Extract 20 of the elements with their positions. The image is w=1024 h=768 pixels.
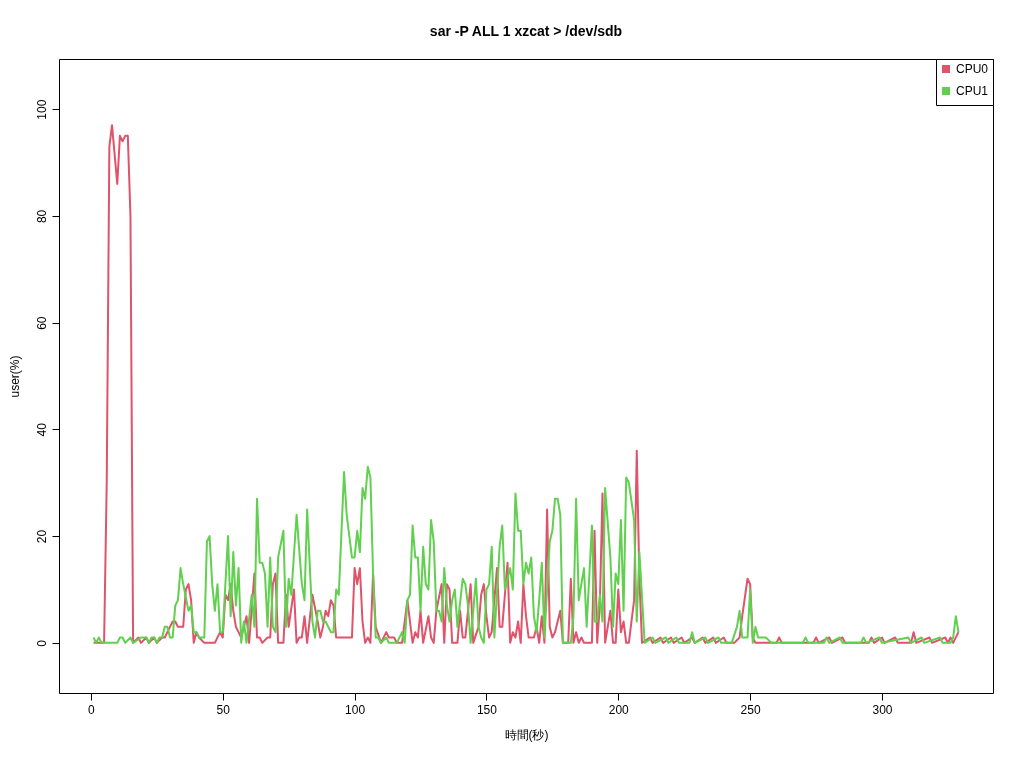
x-tick-label: 0: [88, 702, 96, 717]
y-axis-title: user(%): [7, 355, 22, 398]
x-tick-label: 200: [608, 702, 630, 717]
y-tick-label: 60: [34, 316, 49, 330]
y-tick-label: 80: [34, 209, 49, 224]
line-series: [92, 124, 960, 644]
legend-label: CPU0: [956, 62, 989, 76]
line-series: [92, 465, 960, 644]
x-tick-label: 250: [740, 702, 761, 717]
x-tick-label: 300: [872, 702, 893, 717]
y-tick-label: 0: [34, 639, 49, 647]
x-axis-title: 時間(秒): [504, 727, 549, 742]
x-tick-label: 50: [216, 702, 231, 717]
legend-label: CPU1: [956, 84, 989, 98]
x-tick-label: 100: [345, 702, 366, 717]
y-tick-label: 100: [34, 99, 49, 120]
y-tick-label: 40: [34, 422, 49, 437]
y-tick-label: 20: [34, 529, 49, 544]
x-tick-label: 150: [476, 702, 498, 717]
chart-title: sar -P ALL 1 xzcat > /dev/sdb: [429, 22, 623, 39]
